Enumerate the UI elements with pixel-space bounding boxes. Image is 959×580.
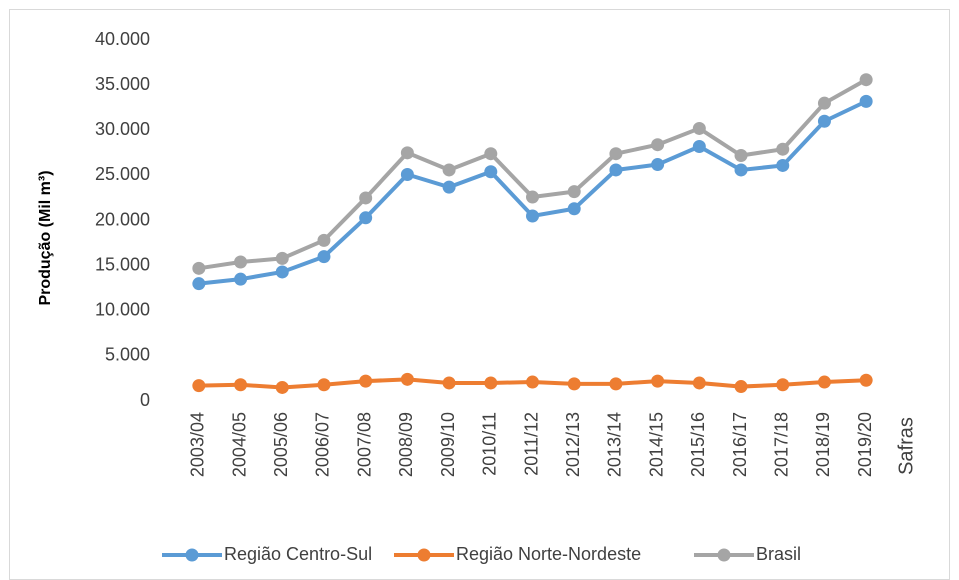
data-point (317, 250, 331, 264)
data-point (359, 374, 373, 388)
data-point (859, 94, 873, 108)
x-tick-label: 2019/20 (855, 412, 875, 477)
x-axis-label: Safras (895, 417, 917, 475)
data-point (192, 277, 206, 291)
data-point (859, 73, 873, 87)
y-tick-label: 20.000 (95, 209, 150, 229)
data-point (734, 149, 748, 163)
legend-label: Brasil (756, 544, 801, 564)
x-tick-label: 2010/11 (480, 412, 500, 476)
data-point (192, 261, 206, 275)
data-point (192, 379, 206, 393)
data-point (692, 121, 706, 135)
y-tick-label: 40.000 (95, 29, 150, 49)
y-tick-label: 15.000 (95, 254, 150, 274)
data-point (776, 378, 790, 392)
x-tick-label: 2009/10 (438, 412, 458, 477)
x-tick-label: 2008/09 (396, 412, 416, 477)
data-point (317, 233, 331, 247)
data-point (734, 380, 748, 394)
y-tick-label: 5.000 (105, 345, 150, 365)
x-tick-label: 2007/08 (354, 412, 374, 477)
data-point (484, 376, 498, 390)
x-tick-label: 2011/12 (521, 412, 541, 476)
x-tick-label: 2005/06 (271, 412, 291, 477)
x-tick-label: 2016/17 (730, 412, 750, 477)
data-point (442, 180, 456, 194)
x-tick-label: 2003/04 (188, 412, 208, 477)
data-point (234, 378, 248, 392)
data-point (359, 191, 373, 205)
y-axis-label: Produção (Mil m³) (37, 170, 54, 305)
data-point (484, 165, 498, 179)
x-tick-label: 2017/18 (771, 412, 791, 477)
data-point (275, 251, 289, 265)
data-point (400, 146, 414, 160)
data-point (734, 163, 748, 177)
x-tick-label: 2015/16 (688, 412, 708, 477)
data-point (859, 373, 873, 387)
y-tick-label: 30.000 (95, 119, 150, 139)
data-point (817, 375, 831, 389)
legend-marker (717, 548, 731, 562)
legend-label: Região Centro-Sul (224, 544, 372, 564)
data-point (526, 190, 539, 204)
data-point (817, 114, 831, 128)
data-point (609, 163, 623, 177)
data-point (567, 185, 581, 199)
x-tick-label: 2014/15 (646, 412, 666, 477)
data-point (776, 158, 790, 172)
data-point (275, 380, 289, 394)
legend-label: Região Norte-Nordeste (456, 544, 641, 564)
x-tick-label: 2006/07 (313, 412, 333, 477)
data-point (817, 96, 831, 110)
y-tick-label: 25.000 (95, 164, 150, 184)
data-point (692, 139, 706, 153)
data-point (400, 372, 414, 386)
y-tick-label: 10.000 (95, 300, 150, 320)
data-point (692, 376, 706, 390)
x-tick-label: 2018/19 (813, 412, 833, 477)
data-point (651, 138, 665, 152)
data-point (317, 378, 331, 392)
x-tick-label: 2012/13 (563, 412, 583, 477)
x-tick-label: 2004/05 (229, 412, 249, 477)
x-tick-label: 2013/14 (605, 412, 625, 477)
data-point (400, 167, 414, 181)
legend-marker (417, 548, 431, 562)
data-point (651, 374, 665, 388)
data-point (275, 265, 289, 279)
chart-border (9, 9, 950, 580)
data-point (609, 147, 623, 161)
data-point (651, 158, 665, 172)
data-point (234, 255, 248, 269)
data-point (776, 142, 790, 156)
data-point (442, 163, 456, 177)
data-point (442, 376, 456, 390)
data-point (484, 147, 498, 161)
data-point (359, 211, 373, 225)
data-point (234, 272, 248, 286)
data-point (609, 377, 623, 391)
y-tick-label: 35.000 (95, 74, 150, 94)
data-point (567, 377, 581, 391)
legend-marker (185, 548, 199, 562)
data-point (526, 209, 539, 223)
data-point (567, 202, 581, 216)
data-point (526, 375, 539, 389)
y-tick-label: 0 (140, 390, 150, 410)
